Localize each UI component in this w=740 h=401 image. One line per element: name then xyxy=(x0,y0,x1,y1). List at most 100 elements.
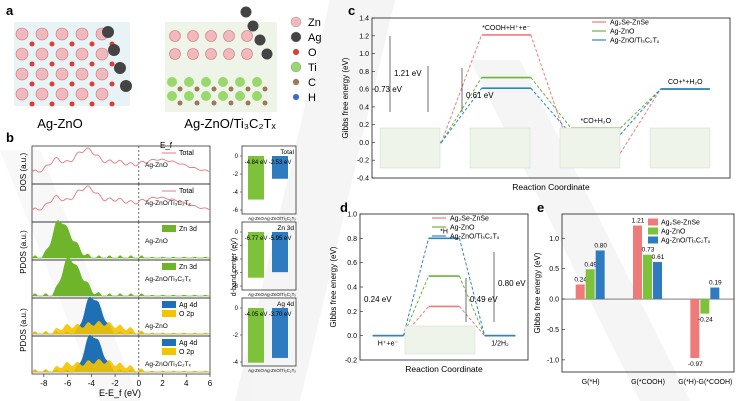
dband-title: Ag 4d xyxy=(277,301,294,308)
atom-zn xyxy=(75,87,89,101)
dband-frame xyxy=(241,297,297,367)
bar-value-label: 0.49 xyxy=(584,261,597,268)
y-tick-label: 0.2 xyxy=(347,309,357,316)
legend-label-c: C xyxy=(308,77,316,89)
atom-zn xyxy=(15,87,29,101)
dband-category-label: Ag-ZnO/Ti₃C₂Tₓ xyxy=(264,368,296,373)
y-tick-label: -0.4 xyxy=(357,176,369,183)
category-label: G(*COOH) xyxy=(631,379,665,386)
dband-bar xyxy=(272,156,288,179)
legend-label: Ag-ZnO/Ti₃C₂Tₓ xyxy=(661,238,711,245)
legend-label: Ag₂Se-ZnSe xyxy=(610,20,649,27)
energy-connector xyxy=(402,275,430,336)
dband-category-label: Ag-ZnO xyxy=(248,368,264,373)
legend-swatch-zn xyxy=(290,16,302,28)
atom-ag xyxy=(247,20,259,32)
atom-zn xyxy=(35,27,49,41)
y-tick-label: -0.5 xyxy=(547,327,559,334)
atom-ti xyxy=(201,91,211,101)
legend-label: Ag-ZnO/Ti₃C₂Tₓ xyxy=(610,38,660,45)
atom-ag xyxy=(102,26,114,38)
dos-legend-label: O 2p xyxy=(179,349,194,356)
x-tick-label: 4 xyxy=(184,379,189,388)
energy-connector xyxy=(440,34,483,143)
x-tick-label: 0 xyxy=(137,379,142,388)
y-tick-label: 0.6 xyxy=(347,260,357,267)
bar xyxy=(595,250,605,300)
y-tick-label: -0.2 xyxy=(357,158,369,165)
atom-o xyxy=(29,101,35,107)
legend-label-ag: Ag xyxy=(308,32,321,44)
legend-label: Ag₂Se-ZnSe xyxy=(450,216,489,223)
energy-connector xyxy=(458,275,486,336)
energy-connector xyxy=(619,88,662,135)
dos-legend-label: Total xyxy=(179,188,194,195)
dos-legend-swatch xyxy=(162,339,176,346)
dband-category-label: Ag-ZnO xyxy=(248,216,264,221)
dband-ytick-label: 0 xyxy=(235,154,239,160)
atom-ti xyxy=(252,77,262,87)
atom-o xyxy=(69,61,75,67)
y-tick-label: -0.2 xyxy=(345,358,357,365)
dos-legend-swatch xyxy=(162,310,176,317)
bar-value-label: -0.97 xyxy=(688,361,703,368)
atom-c xyxy=(177,100,183,106)
state-label: *CO+H₂O xyxy=(580,118,611,125)
dos-row-sublabel: Ag-ZnO/Ti₃C₂Tₓ xyxy=(145,361,192,368)
legend-label: Ag-ZnO xyxy=(610,29,635,36)
bar xyxy=(700,299,710,314)
energy-connector xyxy=(440,77,483,143)
legend-label-ti: Ti xyxy=(308,62,317,74)
energy-annotation: 0.73 eV xyxy=(374,85,402,94)
atom-zn xyxy=(75,27,89,41)
dband-ytick-label: -4 xyxy=(233,257,239,263)
panel-letter-d: d xyxy=(340,200,348,215)
energy-annotation: 0.80 eV xyxy=(498,279,526,288)
state-label: H⁺+e⁻ xyxy=(378,341,399,348)
bar xyxy=(643,254,652,300)
dos-legend-swatch xyxy=(162,225,176,232)
atom-ti xyxy=(235,77,245,87)
atom-c xyxy=(228,86,234,92)
atom-ti xyxy=(184,77,194,87)
element-legend: Zn Ag O Ti CH xyxy=(290,16,321,104)
legend-swatch-ti xyxy=(290,61,302,73)
dband-ytick-label: 0 xyxy=(235,230,239,236)
atom-ti xyxy=(167,77,177,87)
atom-ti xyxy=(235,91,245,101)
axes-frame xyxy=(371,17,731,179)
atom-zn xyxy=(241,48,253,60)
y-tick-label: 0.6 xyxy=(359,87,369,94)
atom-o xyxy=(49,81,55,87)
energy-connector xyxy=(619,88,662,154)
energy-connector xyxy=(530,77,572,129)
legend-swatch-c xyxy=(292,78,300,86)
energy-connector xyxy=(620,88,661,129)
bar-value-label: 0.80 xyxy=(594,242,607,249)
dos-legend-label: Total xyxy=(179,150,194,157)
dband-bar-label: -5.95 eV xyxy=(269,236,292,242)
dos-legend-label: Ag 4d xyxy=(179,302,197,309)
atom-o xyxy=(69,101,75,107)
dband-ytick-label: -8 xyxy=(233,284,239,290)
dos-legend-swatch xyxy=(162,348,176,355)
dos-legend-label: Ag 4d xyxy=(179,340,197,347)
legend-swatch xyxy=(648,227,658,235)
atom-zn xyxy=(205,48,217,60)
atom-o xyxy=(89,101,95,107)
y-tick-label: 1.0 xyxy=(549,236,559,243)
category-label: G(*H) xyxy=(582,379,600,386)
ylabel-pdos-1: PDOS (a.u.) xyxy=(19,230,28,274)
atom-zn xyxy=(95,47,109,61)
atom-zn xyxy=(169,48,181,60)
energy-connector xyxy=(402,238,430,336)
x-tick-label: -2 xyxy=(112,379,120,388)
atom-o xyxy=(29,81,35,87)
dband-bar xyxy=(272,308,288,358)
legend-label-zn: Zn xyxy=(308,17,321,29)
dband-bar-label: -3.70 eV xyxy=(269,312,292,318)
panel-c: c -0.4-0.20.00.20.40.60.81.01.21.4CO₂*+2… xyxy=(341,3,731,192)
dband-ytick-label: -4 xyxy=(233,360,239,366)
y-tick-label: -1.0 xyxy=(547,357,559,364)
